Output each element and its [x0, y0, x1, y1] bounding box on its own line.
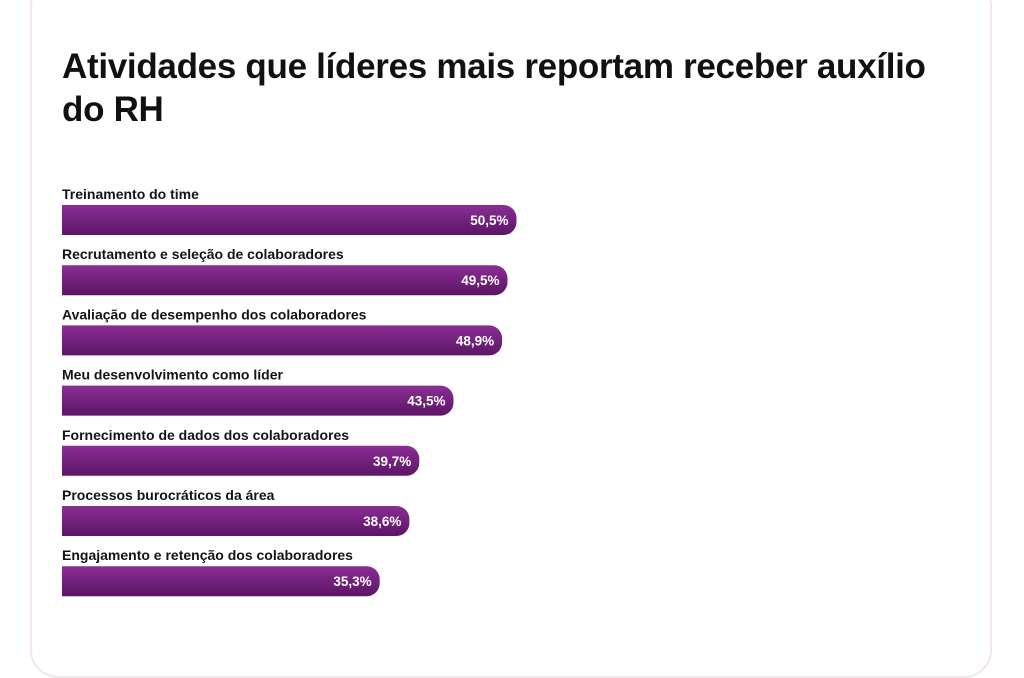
category-label: Recrutamento e seleção de colaboradores — [62, 246, 344, 262]
bar — [62, 205, 517, 235]
bar — [62, 385, 454, 416]
category-label: Processos burocráticos da área — [62, 487, 275, 503]
bar — [62, 506, 410, 536]
chart-title: Atividades que líderes mais reportam rec… — [62, 47, 926, 129]
bar — [62, 566, 380, 597]
bar-chart: Treinamento do time 50,5% Recrutamento e s… — [62, 186, 517, 597]
value-label: 49,5% — [461, 273, 499, 288]
bar — [62, 325, 503, 356]
category-label: Avaliação de desempenho dos colaboradore… — [62, 306, 367, 322]
value-label: 35,3% — [333, 574, 371, 589]
bar-group: Treinamento do time 50,5% Recrutamento e s… — [62, 186, 517, 597]
category-label: Fornecimento de dados dos colaboradores — [62, 427, 349, 443]
value-label: 48,9% — [456, 333, 494, 348]
value-label: 38,6% — [363, 514, 401, 529]
category-label: Meu desenvolvimento como líder — [62, 367, 283, 383]
value-label: 43,5% — [407, 394, 445, 409]
bar — [62, 445, 420, 476]
category-label: Engajamento e retenção dos colaboradores — [62, 547, 353, 563]
value-label: 50,5% — [470, 213, 508, 228]
bar — [62, 265, 508, 296]
value-label: 39,7% — [373, 454, 411, 469]
category-label: Treinamento do time — [62, 186, 199, 202]
